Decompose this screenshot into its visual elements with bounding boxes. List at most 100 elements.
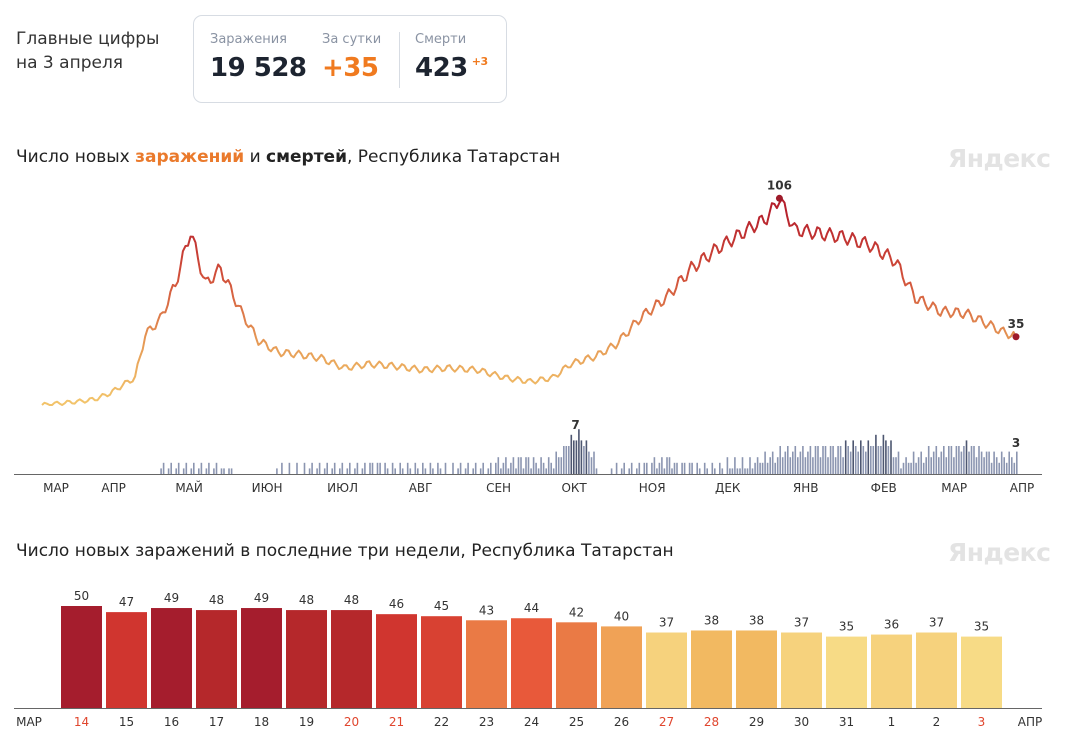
bar-value-label: 49 [254, 591, 269, 605]
death-bar [842, 457, 844, 474]
death-bar [666, 457, 668, 474]
bar-value-label: 38 [749, 613, 764, 627]
chart1-tick-label: ФЕВ [871, 481, 897, 495]
death-bar [759, 462, 761, 474]
death-bar [837, 446, 839, 474]
death-bar [424, 468, 427, 474]
death-bar [628, 468, 630, 474]
death-bar [802, 446, 804, 474]
death-bar [922, 462, 925, 474]
bar [601, 626, 642, 708]
death-bar [452, 462, 454, 474]
death-bar [349, 462, 351, 474]
deaths-peak-label: 7 [571, 418, 579, 432]
death-bar [721, 468, 724, 474]
stats-card: Заражения 19 528 За сутки +35 Смерти 423… [193, 15, 507, 103]
bar-value-label: 50 [74, 589, 89, 603]
chart1-tick-label: ОКТ [561, 481, 587, 495]
bar-category-label: 2 [933, 715, 941, 729]
bar-value-label: 42 [569, 605, 584, 619]
death-bar [998, 462, 1000, 474]
death-bar [817, 446, 819, 474]
bar-category-label: 22 [434, 715, 449, 729]
death-bar [844, 440, 847, 474]
death-bar [663, 468, 666, 474]
death-bar [593, 451, 595, 474]
bar-category-label: 29 [749, 715, 764, 729]
death-bar [316, 468, 318, 474]
death-bar [220, 468, 223, 474]
bar [646, 632, 687, 708]
bar-category-label: 30 [794, 715, 809, 729]
bar [331, 610, 372, 708]
death-bar [1000, 451, 1003, 474]
yandex-logo: Яндекс [948, 144, 1051, 173]
death-bar [555, 451, 557, 474]
stat-deaths: Смерти 423 +3 [415, 32, 488, 83]
death-bar [985, 451, 988, 474]
death-bar [912, 451, 915, 474]
death-bar [965, 440, 968, 474]
death-bar [547, 457, 550, 474]
death-bar [703, 462, 706, 474]
death-bar [726, 457, 729, 474]
death-bar [568, 446, 570, 474]
bar-value-label: 48 [344, 593, 359, 607]
death-bar [318, 462, 321, 474]
death-bar [646, 462, 648, 474]
stat-infections-value: 19 528 [210, 53, 307, 83]
death-bar [623, 462, 625, 474]
death-bar [827, 457, 829, 474]
bar-category-label: 17 [209, 715, 224, 729]
death-bar [839, 446, 842, 474]
death-bar [973, 446, 975, 474]
death-bar [792, 451, 794, 474]
death-bar [880, 446, 882, 474]
death-bar [943, 446, 945, 474]
bar [916, 632, 957, 708]
death-bar [406, 462, 409, 474]
bar-category-label: 28 [704, 715, 719, 729]
death-bar [364, 462, 366, 474]
bar [826, 636, 867, 708]
bar-category-label: 26 [614, 715, 629, 729]
death-bar [409, 468, 412, 474]
death-bar [391, 462, 394, 474]
death-bar [182, 468, 185, 474]
bar-category-label: 19 [299, 715, 314, 729]
bar-value-label: 38 [704, 613, 719, 627]
stat-deaths-label: Смерти [415, 32, 467, 47]
death-bar [907, 462, 910, 474]
death-bar [746, 468, 749, 474]
death-bar [905, 457, 907, 474]
stat-daily: За сутки +35 [322, 32, 381, 83]
death-bar [867, 440, 870, 474]
death-bar [892, 457, 895, 474]
bar-value-label: 37 [794, 616, 809, 630]
bar [151, 608, 192, 708]
death-bar [771, 451, 774, 474]
death-bar [902, 462, 905, 474]
death-bar [854, 446, 857, 474]
death-bar [615, 462, 618, 474]
death-bar [819, 457, 822, 474]
death-bar [885, 440, 887, 474]
death-bar [185, 462, 188, 474]
death-bar [779, 446, 781, 474]
death-bar [223, 468, 225, 474]
death-bar [917, 457, 920, 474]
death-bar [970, 446, 973, 474]
stat-daily-value: +35 [322, 53, 379, 83]
death-bar [683, 462, 686, 474]
headline-line-2: на 3 апреля [16, 53, 124, 73]
death-bar [525, 457, 527, 474]
death-bar [502, 462, 505, 474]
death-bar [535, 462, 537, 474]
death-bar [215, 462, 218, 474]
death-bar [736, 468, 739, 474]
death-bar [540, 457, 542, 474]
death-bar [865, 451, 867, 474]
death-bar [583, 446, 585, 474]
death-bar [512, 457, 515, 474]
bar-value-label: 45 [434, 599, 449, 613]
